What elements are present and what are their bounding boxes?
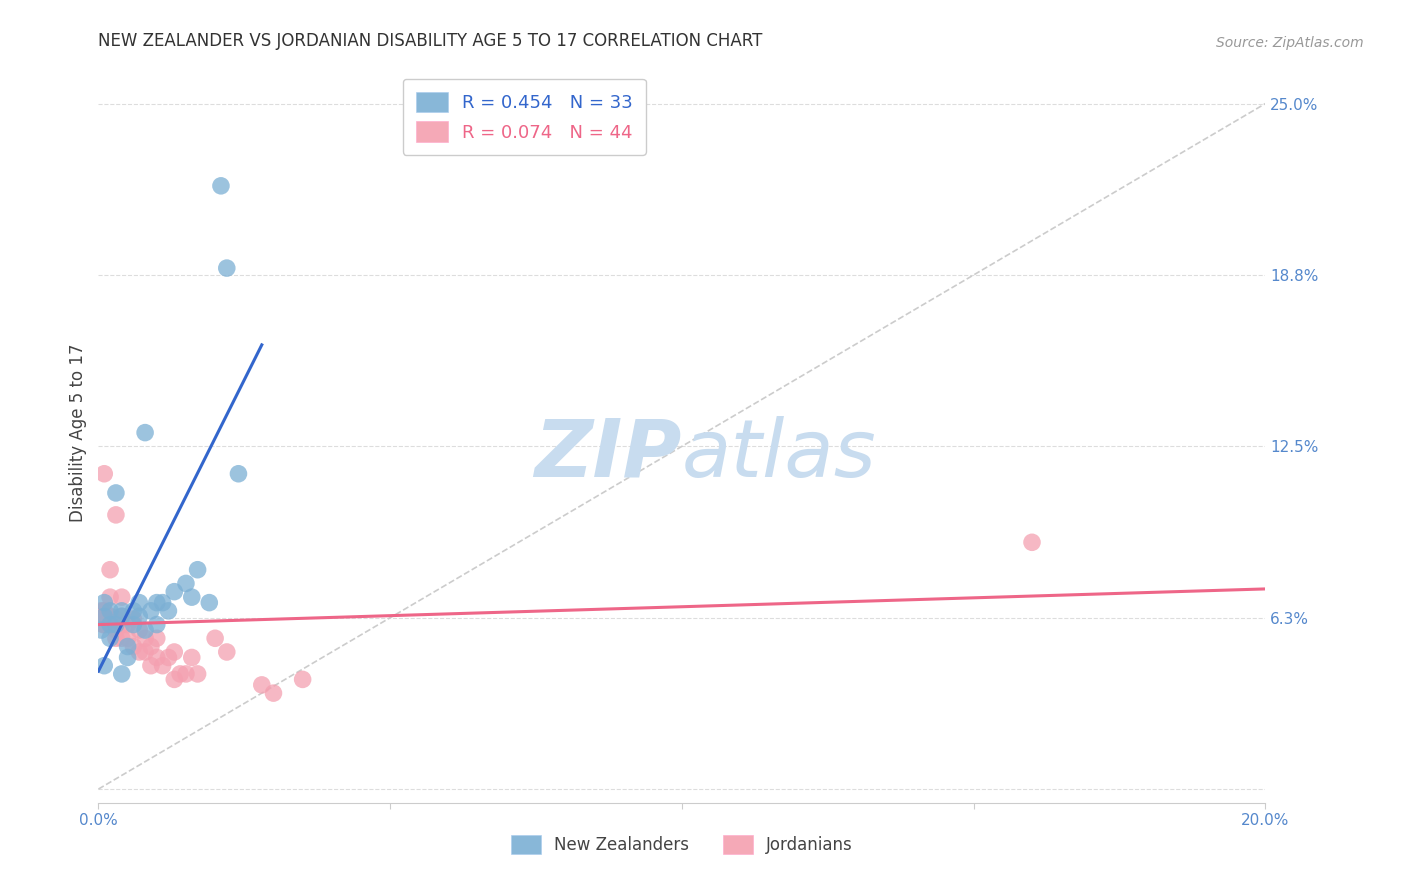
Point [93,604,115,618]
Point [134,623,156,637]
Point [111,667,134,681]
Point [204,632,226,646]
Point [93,467,115,481]
Point [98,604,121,618]
Point [291,673,314,687]
Point [104,612,127,626]
Point [139,658,162,673]
Point [91,617,114,632]
Point [122,617,145,632]
Point [134,425,156,440]
Point [146,632,169,646]
Point [187,667,209,681]
Point [163,673,186,687]
Point [93,609,115,624]
Point [93,658,115,673]
Point [122,604,145,618]
Point [215,261,238,276]
Point [98,563,121,577]
Point [111,590,134,604]
Text: atlas: atlas [682,416,877,494]
Point [111,632,134,646]
Point [262,686,284,700]
Point [163,584,186,599]
Y-axis label: Disability Age 5 to 17: Disability Age 5 to 17 [69,343,87,522]
Point [117,650,139,665]
Point [134,632,156,646]
Point [128,596,150,610]
Point [152,658,174,673]
Point [111,609,134,624]
Point [228,467,250,481]
Legend: New Zealanders, Jordanians: New Zealanders, Jordanians [505,829,859,861]
Point [174,667,197,681]
Point [98,590,121,604]
Point [139,640,162,654]
Point [98,617,121,632]
Text: ZIP: ZIP [534,416,682,494]
Point [198,596,221,610]
Point [209,178,232,193]
Point [90,623,112,637]
Point [104,486,127,500]
Point [169,667,191,681]
Point [146,617,169,632]
Point [98,632,121,646]
Point [104,508,127,522]
Point [89,609,111,624]
Point [93,617,115,632]
Point [180,650,202,665]
Point [104,623,127,637]
Point [117,617,139,632]
Point [174,576,197,591]
Point [104,617,127,632]
Point [1021,535,1043,549]
Text: NEW ZEALANDER VS JORDANIAN DISABILITY AGE 5 TO 17 CORRELATION CHART: NEW ZEALANDER VS JORDANIAN DISABILITY AG… [98,32,763,50]
Point [111,617,134,632]
Point [98,609,121,624]
Text: Source: ZipAtlas.com: Source: ZipAtlas.com [1216,36,1364,50]
Point [104,632,127,646]
Point [180,590,202,604]
Point [128,645,150,659]
Point [111,609,134,624]
Point [122,640,145,654]
Point [117,632,139,646]
Point [90,604,112,618]
Point [93,596,115,610]
Point [98,617,121,632]
Point [134,645,156,659]
Point [187,563,209,577]
Point [128,609,150,624]
Point [146,596,169,610]
Point [250,678,273,692]
Point [122,612,145,626]
Point [128,623,150,637]
Point [146,650,169,665]
Point [139,604,162,618]
Point [157,604,180,618]
Point [152,596,174,610]
Point [111,604,134,618]
Point [163,645,186,659]
Point [215,645,238,659]
Point [157,650,180,665]
Point [117,640,139,654]
